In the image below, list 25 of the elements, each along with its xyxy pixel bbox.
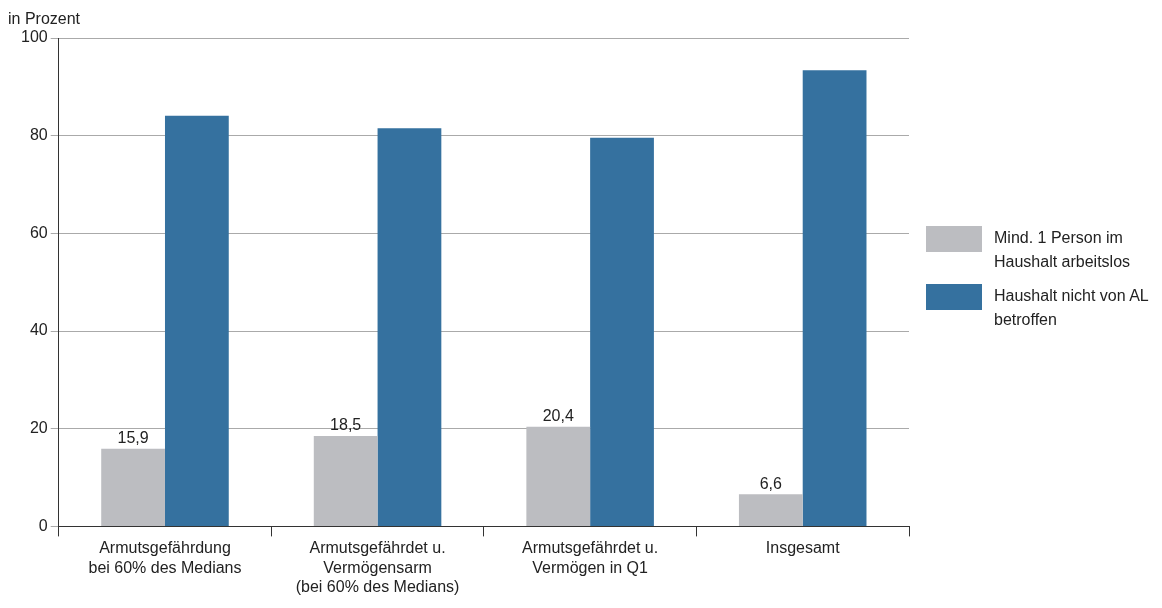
x-tick-label: Insgesamt xyxy=(765,539,841,557)
bar xyxy=(802,70,867,526)
y-tick-label: 20 xyxy=(29,419,48,437)
x-tick-label: Armutsgefährdung bei 60% des Medians xyxy=(88,539,242,576)
data-label: 6,6 xyxy=(759,474,783,492)
x-tick-label: Armutsgefährdet u. Vermögen in Q1 xyxy=(522,539,659,576)
bar xyxy=(377,128,442,526)
data-label: 20,4 xyxy=(542,407,574,425)
bar xyxy=(738,494,803,526)
data-label: 15,9 xyxy=(117,429,149,447)
legend-label: Haushalt nicht von AL betroffen xyxy=(994,286,1150,330)
bar xyxy=(590,137,654,526)
data-label: 18,5 xyxy=(330,416,362,434)
bar xyxy=(313,436,378,526)
legend-label: Mind. 1 Person im Haushalt arbeitslos xyxy=(994,228,1132,272)
bar xyxy=(164,115,229,526)
y-tick-label: 80 xyxy=(29,126,48,144)
y-axis-title: in Prozent xyxy=(8,10,81,28)
bar xyxy=(526,426,591,526)
bar xyxy=(101,448,165,526)
y-tick-label: 60 xyxy=(29,223,48,241)
x-tick-label: Armutsgefährdet u. Vermögensarm (bei 60% des Medians) xyxy=(295,539,460,595)
y-tick-label: 40 xyxy=(29,321,48,339)
y-tick-label: 0 xyxy=(38,516,48,534)
y-tick-label: 100 xyxy=(20,28,48,46)
